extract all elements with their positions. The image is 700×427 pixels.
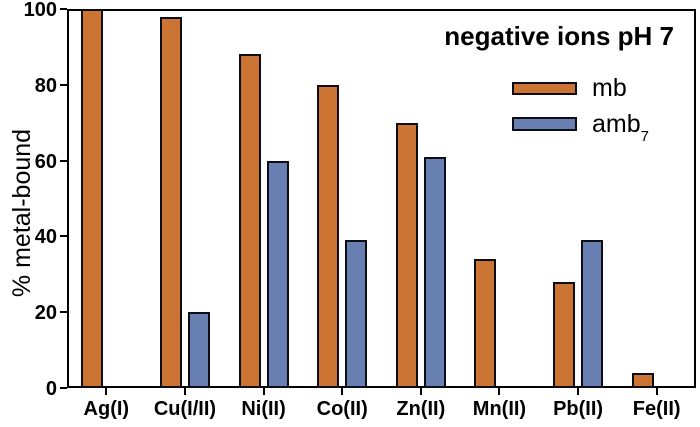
y-axis-tick-mark: [60, 8, 67, 10]
y-axis-tick-mark: [60, 235, 67, 238]
legend-label-amb7: amb7: [592, 110, 649, 144]
bar-mb-Fe(II): [631, 372, 654, 388]
y-axis-tick-label: 40: [34, 226, 57, 249]
x-axis-tick-mark: [183, 388, 186, 395]
x-axis-tick-mark: [498, 388, 501, 395]
bar-mb-Pb(II): [553, 281, 576, 388]
y-axis-tick-label: 60: [34, 150, 57, 173]
bar-mb-Ni(II): [238, 54, 261, 388]
y-axis-tick-label: 20: [34, 302, 57, 325]
legend-label-amb7-text: amb: [592, 110, 641, 138]
y-axis-tick-label: 80: [34, 74, 57, 97]
y-axis-title: % metal-bound: [8, 128, 36, 298]
y-axis-tick-label: 0: [45, 378, 57, 400]
x-axis-label-Fe(II): Fe(II): [632, 398, 681, 420]
y-axis-tick-mark: [60, 311, 67, 314]
y-axis-tick-label: 100: [23, 0, 57, 21]
chart-title: negative ions pH 7: [444, 21, 674, 51]
x-axis-label-Cu(I/II): Cu(I/II): [153, 398, 217, 420]
x-axis-tick-mark: [577, 388, 580, 395]
x-axis-label-Co(II): Co(II): [316, 398, 368, 420]
x-axis-label-Ni(II): Ni(II): [241, 398, 286, 420]
x-axis-label-Pb(II): Pb(II): [553, 398, 604, 420]
bar-mb-Zn(II): [395, 122, 418, 388]
x-axis-label-Mn(II): Mn(II): [472, 398, 527, 420]
bar-amb7-Zn(II): [423, 156, 446, 388]
legend-label-mb: mb: [592, 74, 627, 102]
y-axis-tick-mark: [60, 159, 67, 162]
legend-label-mb-text: mb: [592, 74, 627, 102]
bar-mb-Ag(I): [81, 9, 104, 388]
x-axis-tick-mark: [262, 388, 265, 395]
x-axis-tick-mark: [655, 388, 658, 395]
bar-amb7-Ni(II): [266, 160, 289, 388]
y-axis-tick-mark: [60, 83, 67, 86]
legend-swatch-mb: [512, 82, 577, 95]
bar-mb-Mn(II): [474, 259, 497, 388]
legend-swatch-amb7: [512, 117, 577, 131]
y-axis-tick-mark: [60, 387, 67, 389]
x-axis-label-Ag(I): Ag(I): [83, 398, 130, 420]
bar-mb-Cu(I/II): [159, 16, 182, 388]
x-axis-tick-mark: [105, 388, 108, 395]
bar-amb7-Pb(II): [581, 240, 604, 388]
x-axis-tick-mark: [341, 388, 344, 395]
x-axis-label-Zn(II): Zn(II): [396, 398, 446, 420]
x-axis-tick-mark: [419, 388, 422, 395]
bar-mb-Co(II): [317, 84, 340, 388]
bar-amb7-Co(II): [345, 240, 368, 388]
bar-amb7-Cu(I/II): [187, 312, 210, 388]
legend-label-amb7-subscript: 7: [640, 128, 649, 145]
